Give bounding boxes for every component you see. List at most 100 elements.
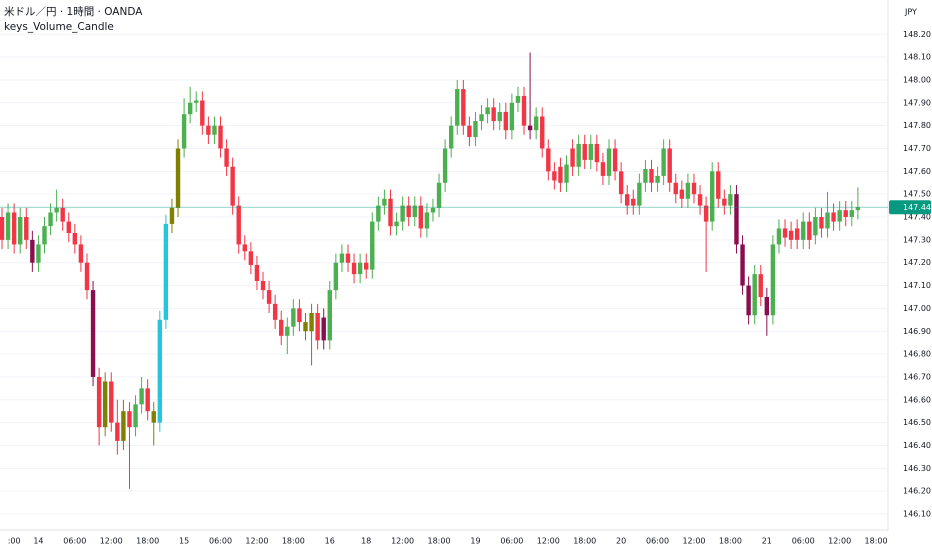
candle-body xyxy=(18,217,23,245)
x-tick-label: :00 xyxy=(8,537,21,546)
candle-body xyxy=(175,148,181,208)
candle-body xyxy=(521,95,527,126)
candle-body xyxy=(697,194,703,206)
x-tick-label: 21 xyxy=(762,537,772,546)
candle-body xyxy=(722,198,727,206)
candle-body xyxy=(218,125,223,149)
candle-body xyxy=(442,148,448,183)
y-tick-label: 147.20 xyxy=(903,258,931,267)
candle-body xyxy=(321,317,326,341)
candle-body xyxy=(649,169,654,183)
candle-body xyxy=(734,194,739,245)
candle-body xyxy=(655,175,660,183)
candle-body xyxy=(448,125,454,149)
candle-body xyxy=(752,274,757,316)
x-tick-label: 12:00 xyxy=(828,537,851,546)
y-tick-label: 147.80 xyxy=(903,121,931,130)
candle-body xyxy=(200,100,205,126)
candle-body xyxy=(285,326,290,336)
y-tick-label: 146.80 xyxy=(903,350,931,359)
candle-body xyxy=(0,217,5,240)
candle-body xyxy=(667,148,672,183)
candle-body xyxy=(588,143,593,160)
last-price-tag xyxy=(889,200,931,215)
candle-body xyxy=(618,171,624,195)
candle-body xyxy=(206,125,211,135)
candle-body xyxy=(351,262,357,275)
candle-body xyxy=(813,217,818,236)
candle-body xyxy=(254,265,260,281)
candle-body xyxy=(394,221,399,227)
candle-body xyxy=(412,205,417,218)
candle-body xyxy=(533,116,539,131)
labels: 146.10 146.20 146.30 146.40 146.50 146.60 146.… xyxy=(8,30,932,546)
candle-body xyxy=(430,207,436,213)
candle-body xyxy=(764,296,770,316)
y-tick-label: 147.90 xyxy=(903,98,931,107)
x-tick-label: 18:00 xyxy=(573,537,596,546)
x-tick-label: 16 xyxy=(325,537,335,546)
candle-body xyxy=(546,148,551,172)
candle-body xyxy=(552,171,557,181)
candle-body xyxy=(503,111,509,131)
candle-body xyxy=(564,164,569,183)
candle-body xyxy=(606,148,612,176)
x-tick-label: 18 xyxy=(361,537,371,546)
candle-body xyxy=(42,226,47,245)
x-tick-label: 06:00 xyxy=(209,537,232,546)
candle-body xyxy=(837,210,842,222)
candle-body xyxy=(297,308,302,323)
candle-body xyxy=(703,205,709,222)
y-tick-label: 146.50 xyxy=(903,418,931,427)
candle-body xyxy=(527,125,533,131)
y-tick-label: 148.00 xyxy=(903,75,931,84)
y-tick-label: 147.60 xyxy=(903,167,931,176)
y-tick-label: 147.50 xyxy=(903,190,931,199)
candle-body xyxy=(376,205,381,222)
candle-body xyxy=(540,116,545,149)
candle-body xyxy=(139,388,144,405)
candle-body xyxy=(509,102,515,131)
y-axis-label: JPY xyxy=(904,8,917,17)
candle-body xyxy=(831,212,836,222)
y-tick-label: 146.70 xyxy=(903,372,931,381)
x-tick-label: 20 xyxy=(616,537,626,546)
candle-body xyxy=(776,228,782,245)
candle-body xyxy=(72,233,78,245)
candle-body xyxy=(279,319,284,336)
candle-body xyxy=(115,422,120,441)
candle-body xyxy=(345,253,351,263)
candle-body xyxy=(133,404,138,428)
candle-body xyxy=(127,411,132,428)
candle-body xyxy=(30,239,35,263)
candle-body xyxy=(303,322,308,332)
candle-body xyxy=(801,221,806,240)
candle-body xyxy=(370,221,375,270)
candle-body xyxy=(643,169,648,183)
candle-body xyxy=(84,262,90,291)
candle-body xyxy=(637,182,642,206)
candle-body xyxy=(685,182,691,199)
candle-body xyxy=(11,212,17,245)
plot xyxy=(0,52,888,489)
candle-body xyxy=(315,312,320,341)
candle-body xyxy=(825,212,830,229)
candle-body xyxy=(728,194,733,206)
candle-body xyxy=(48,212,53,227)
candle-body xyxy=(436,182,442,208)
candle-body xyxy=(819,217,824,229)
x-tick-label: 18:00 xyxy=(865,537,888,546)
candle-body xyxy=(758,274,763,297)
candle-body xyxy=(570,148,575,167)
y-tick-label: 146.30 xyxy=(903,464,931,473)
candle-body xyxy=(163,223,169,320)
candle-body xyxy=(400,205,405,222)
y-tick-label: 147.10 xyxy=(903,281,931,290)
y-tick-label: 147.40 xyxy=(903,213,931,222)
candle-body xyxy=(102,381,108,428)
candle-body xyxy=(746,285,751,316)
candle-body xyxy=(309,312,314,332)
x-tick-label: 12:00 xyxy=(682,537,705,546)
last-price-label: 147.443 xyxy=(903,203,932,212)
